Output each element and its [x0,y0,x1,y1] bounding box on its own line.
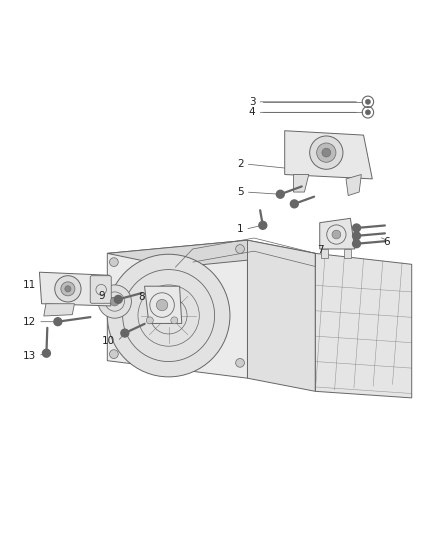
Text: 1: 1 [237,224,243,235]
Text: 9: 9 [99,291,105,301]
Polygon shape [247,240,315,391]
Text: 10: 10 [102,336,115,346]
Circle shape [42,349,50,357]
Polygon shape [346,174,361,196]
Circle shape [365,110,371,115]
Text: 7: 7 [318,245,324,255]
Text: 2: 2 [237,159,244,169]
Circle shape [107,254,230,377]
Text: 12: 12 [23,317,36,327]
Polygon shape [39,272,111,306]
Circle shape [353,240,360,248]
Circle shape [61,282,75,296]
Circle shape [353,232,360,240]
Text: 13: 13 [23,351,36,361]
Polygon shape [44,304,74,316]
Circle shape [332,230,341,239]
Circle shape [290,200,298,208]
Circle shape [55,276,81,302]
Text: 3: 3 [249,97,255,107]
Circle shape [171,317,178,324]
Text: 11: 11 [23,280,36,290]
Circle shape [365,99,371,104]
Polygon shape [315,253,412,398]
Polygon shape [107,240,315,268]
Circle shape [310,136,343,169]
Circle shape [322,148,331,157]
Polygon shape [344,249,351,258]
Polygon shape [107,240,247,378]
Circle shape [276,190,284,198]
Polygon shape [320,219,355,249]
Circle shape [146,317,153,324]
Circle shape [65,286,71,292]
Circle shape [114,295,122,303]
Circle shape [110,258,118,266]
Circle shape [110,297,119,306]
Polygon shape [285,131,372,179]
FancyBboxPatch shape [90,276,111,303]
Text: 4: 4 [249,107,255,117]
Circle shape [121,329,129,337]
Polygon shape [145,286,182,324]
Circle shape [156,300,168,311]
Circle shape [236,359,244,367]
Circle shape [353,224,360,232]
Circle shape [54,318,62,326]
Text: 5: 5 [237,187,244,197]
Text: 8: 8 [138,292,145,302]
Circle shape [259,221,267,229]
Polygon shape [321,249,328,258]
Circle shape [317,143,336,162]
Circle shape [98,285,131,318]
Circle shape [236,245,244,253]
Circle shape [110,350,118,359]
Text: 6: 6 [383,237,390,247]
Circle shape [161,308,177,324]
Polygon shape [293,174,309,192]
